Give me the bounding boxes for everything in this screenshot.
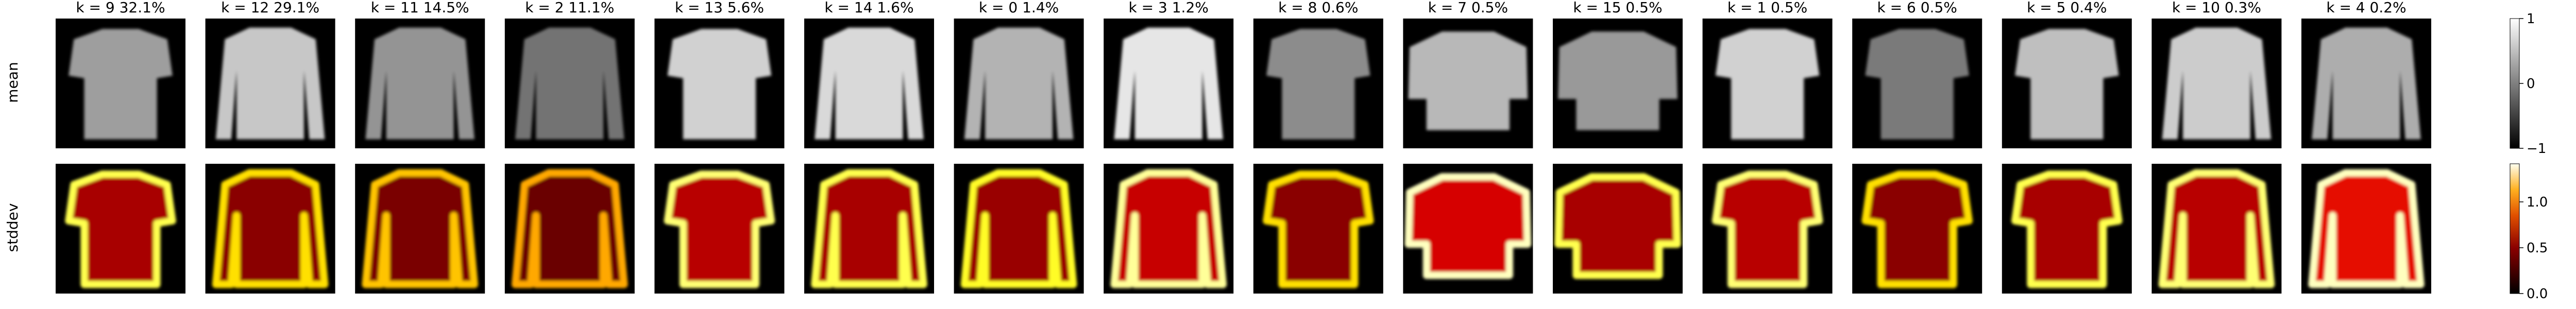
panel-column: k = 11 14.5% <box>355 0 485 294</box>
mean-garment-shape <box>69 29 173 139</box>
mean-garment-shape <box>1865 29 1969 139</box>
row-label-mean: mean <box>4 62 21 102</box>
mean-garment-shape <box>1716 29 1820 139</box>
stddev-garment-outline <box>1409 177 1528 276</box>
panel-column: k = 6 0.5% <box>1852 0 1982 294</box>
panel-title: k = 13 5.6% <box>675 0 764 16</box>
stddev-garment-outline <box>2162 173 2272 285</box>
mean-garment-shape <box>2015 29 2119 139</box>
mean-garment-shape <box>365 28 474 140</box>
mean-garment-shape <box>668 29 772 139</box>
stddev-garment-outline <box>365 173 474 285</box>
mean-garment-shape <box>1266 29 1370 139</box>
panel-title: k = 4 0.2% <box>2326 0 2406 16</box>
panel-column: k = 5 0.4% <box>2002 0 2132 294</box>
panel-title: k = 11 14.5% <box>371 0 469 16</box>
panel-column: k = 14 1.6% <box>804 0 934 294</box>
panel-title: k = 1 0.5% <box>1727 0 1807 16</box>
stddev-garment-outline <box>2312 173 2421 285</box>
mean-garment-shape <box>815 28 924 140</box>
colorbar-mean-tick-top: 1 <box>2527 11 2535 27</box>
panel-grid: k = 9 32.1% k = 12 29.1% k = 11 14.5% k = 2… <box>56 0 2431 294</box>
panel-title: k = 6 0.5% <box>1877 0 1957 16</box>
panel-column: k = 1 0.5% <box>1703 0 1833 294</box>
panel-title: k = 15 0.5% <box>1573 0 1662 16</box>
panel-title: k = 14 1.6% <box>824 0 913 16</box>
panel-column: k = 4 0.2% <box>2301 0 2431 294</box>
stddev-garment-outline <box>1716 174 1820 284</box>
stddev-garment-outline <box>964 173 1074 285</box>
stddev-garment-outline <box>1558 177 1677 276</box>
mean-garment-shape <box>1114 28 1223 140</box>
panel-title: k = 8 0.6% <box>1278 0 1358 16</box>
colorbar-mean-tick-bottom: −1 <box>2527 141 2546 157</box>
colorbar-mean-gradient <box>2510 19 2519 148</box>
mean-garment-shape <box>964 28 1074 140</box>
mean-garment-shape <box>2162 28 2272 140</box>
panel-column: k = 2 11.1% <box>505 0 635 294</box>
panel-column: k = 12 29.1% <box>206 0 335 294</box>
panel-column: k = 7 0.5% <box>1403 0 1533 294</box>
mean-garment-shape <box>216 28 325 140</box>
stddev-garment-outline <box>815 173 924 285</box>
panel-title: k = 10 0.3% <box>2172 0 2261 16</box>
colorbar-mean-tick-mid: 0 <box>2527 76 2535 92</box>
panel-title: k = 7 0.5% <box>1428 0 1508 16</box>
panel-title: k = 5 0.4% <box>2027 0 2107 16</box>
stddev-garment-outline <box>668 174 772 284</box>
stddev-garment-outline <box>1865 174 1969 284</box>
row-label-stddev: stddev <box>4 203 21 252</box>
stddev-garment-outline <box>1114 173 1223 285</box>
colorbar-stddev-tick-mid: 0.5 <box>2527 241 2548 256</box>
stddev-garment-outline <box>2015 174 2119 284</box>
panel-title: k = 9 32.1% <box>76 0 165 16</box>
stddev-garment-outline <box>216 173 325 285</box>
colorbar-stddev-tick-top: 1.0 <box>2527 195 2548 210</box>
stddev-garment-outline <box>69 174 173 284</box>
panel-column: k = 8 0.6% <box>1253 0 1383 294</box>
stddev-garment-outline <box>515 173 624 285</box>
colorbar-mean: 1 0 −1 <box>2510 11 2546 157</box>
panel-column: k = 10 0.3% <box>2151 0 2281 294</box>
stddev-garment-outline <box>1266 174 1370 284</box>
panel-column: k = 3 1.2% <box>1104 0 1233 294</box>
panel-column: k = 9 32.1% <box>56 0 185 294</box>
panel-title: k = 0 1.4% <box>979 0 1059 16</box>
panel-title: k = 12 29.1% <box>221 0 319 16</box>
colorbar-stddev-tick-bottom: 0.0 <box>2527 286 2548 302</box>
colorbar-stddev-gradient <box>2510 164 2519 294</box>
panel-column: k = 15 0.5% <box>1553 0 1683 294</box>
panel-title: k = 3 1.2% <box>1129 0 1209 16</box>
panel-column: k = 0 1.4% <box>954 0 1084 294</box>
mean-garment-shape <box>2312 28 2421 140</box>
panel-column: k = 13 5.6% <box>654 0 784 294</box>
panel-title: k = 2 11.1% <box>525 0 614 16</box>
colorbar-stddev: 1.0 0.5 0.0 <box>2510 164 2548 302</box>
mean-garment-shape <box>515 28 624 140</box>
